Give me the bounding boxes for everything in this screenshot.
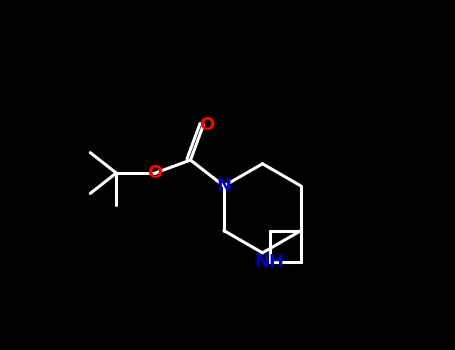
Text: N: N [217,177,232,195]
Text: O: O [147,164,163,182]
Text: O: O [200,116,215,134]
Text: NH: NH [254,253,284,271]
